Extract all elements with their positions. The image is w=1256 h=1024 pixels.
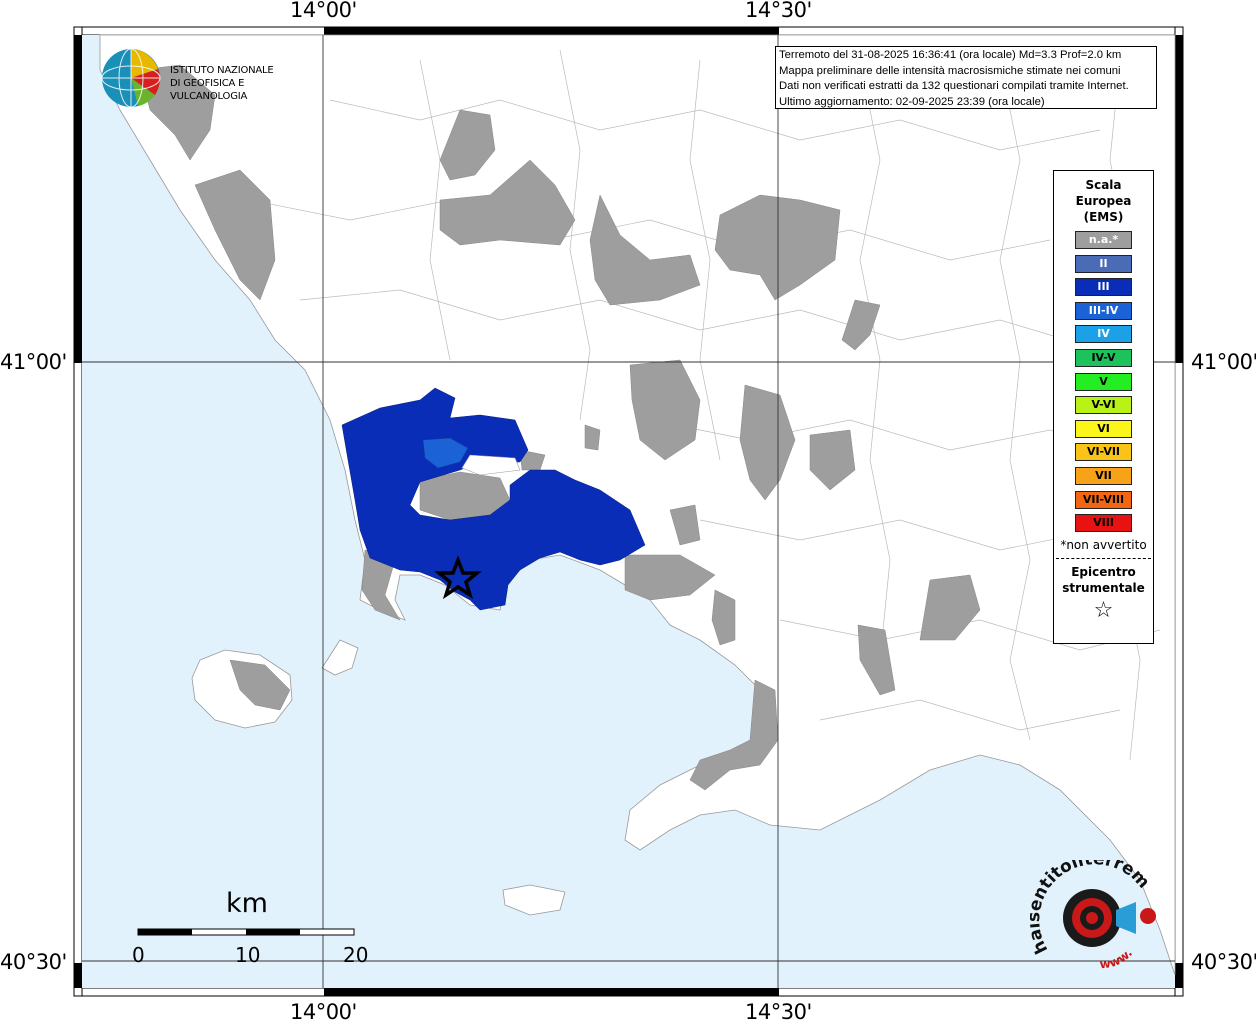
legend-swatch: VI-VII [1075,443,1132,462]
legend-swatch: VI [1075,419,1132,438]
info-line-description: Mappa preliminare delle intensità macros… [779,64,1121,77]
haisentito-badge[interactable]: haisentitoilterremoto.it www. [1024,845,1175,978]
legend-swatch: V [1075,372,1132,391]
lat-label-right-40-30: 40°30' [1191,950,1256,974]
ingv-globe-icon [101,48,161,108]
legend-swatch: VII-VIII [1075,490,1132,509]
scale-unit: km [226,888,268,919]
legend-swatch: II [1075,254,1132,273]
intensity-III-area [341,387,646,611]
legend-title-2: Europea [1075,194,1132,208]
legend-swatch: IV [1075,325,1132,344]
badge-text-2: www. [1099,946,1135,971]
logo-text-line1: ISTITUTO NAZIONALE [170,65,274,76]
lon-label-bottom-14-00: 14°00' [290,1000,357,1024]
legend-swatch: n.a.* [1075,231,1132,249]
lat-label-left-40-30: 40°30' [0,950,67,974]
legend-title-1: Scala [1085,178,1122,192]
lat-label-left-41-00: 41°00' [0,350,67,374]
event-info-box: Terremoto del 31-08-2025 16:36:41 (ora l… [775,46,1157,109]
legend-epicenter-label-1: Epicentro [1071,564,1136,579]
lon-label-bottom-14-30: 14°30' [745,1000,812,1024]
lat-label-right-41-00: 41°00' [1191,350,1256,374]
logo-text-line2: DI GEOFISICA E VULCANOLOGIA [170,78,248,102]
map-area [82,34,1176,988]
legend-swatch: III [1075,278,1132,297]
legend-swatch: VIII [1075,514,1132,533]
legend-epicenter-label-2: strumentale [1062,580,1145,595]
legend-separator [1056,557,1151,559]
lon-label-top-14-30: 14°30' [745,0,812,22]
info-line-event: Terremoto del 31-08-2025 16:36:41 (ora l… [779,49,1122,61]
epicenter-star-marker [434,555,482,600]
scale-tick-10: 10 [235,943,261,967]
legend-epicenter-star-icon: ☆ [1093,597,1114,623]
scale-bar: km 0 10 20 [125,888,375,968]
legend-note: *non avvertito [1060,537,1147,552]
ems-legend: Scala Europea (EMS) n.a.* II III III-IV IV IV… [1053,170,1154,644]
mainland [99,34,1176,976]
capri-island [502,884,566,916]
graticule [82,35,1175,988]
legend-title-3: (EMS) [1083,210,1124,224]
intensity-III-IV-area [422,437,469,469]
info-line-updated: Ultimo aggiornamento: 02-09-2025 23:39 (… [779,95,1045,108]
legend-swatch: IV-V [1075,348,1132,367]
scale-tick-0: 0 [132,943,145,967]
lon-label-top-14-00: 14°00' [290,0,357,22]
svg-text:www.: www. [1099,946,1135,971]
info-line-source: Dati non verificati estratti da 132 ques… [779,80,1129,92]
procida-island [321,639,359,676]
legend-swatch: VII [1075,466,1132,485]
scale-bar-graphic [137,928,355,936]
haisentito-logo-icon: haisentitoilterremoto.it www. [1024,845,1156,971]
scale-tick-20: 20 [343,943,369,967]
legend-swatch: V-VI [1075,396,1132,415]
legend-swatch: III-IV [1075,301,1132,320]
legend-swatch-list: n.a.* II III III-IV IV IV-V V V-VI VI VI-VII VII VI… [1054,231,1153,533]
ingv-logo: ISTITUTO NAZIONALE DI GEOFISICA E VULCAN… [100,47,320,111]
